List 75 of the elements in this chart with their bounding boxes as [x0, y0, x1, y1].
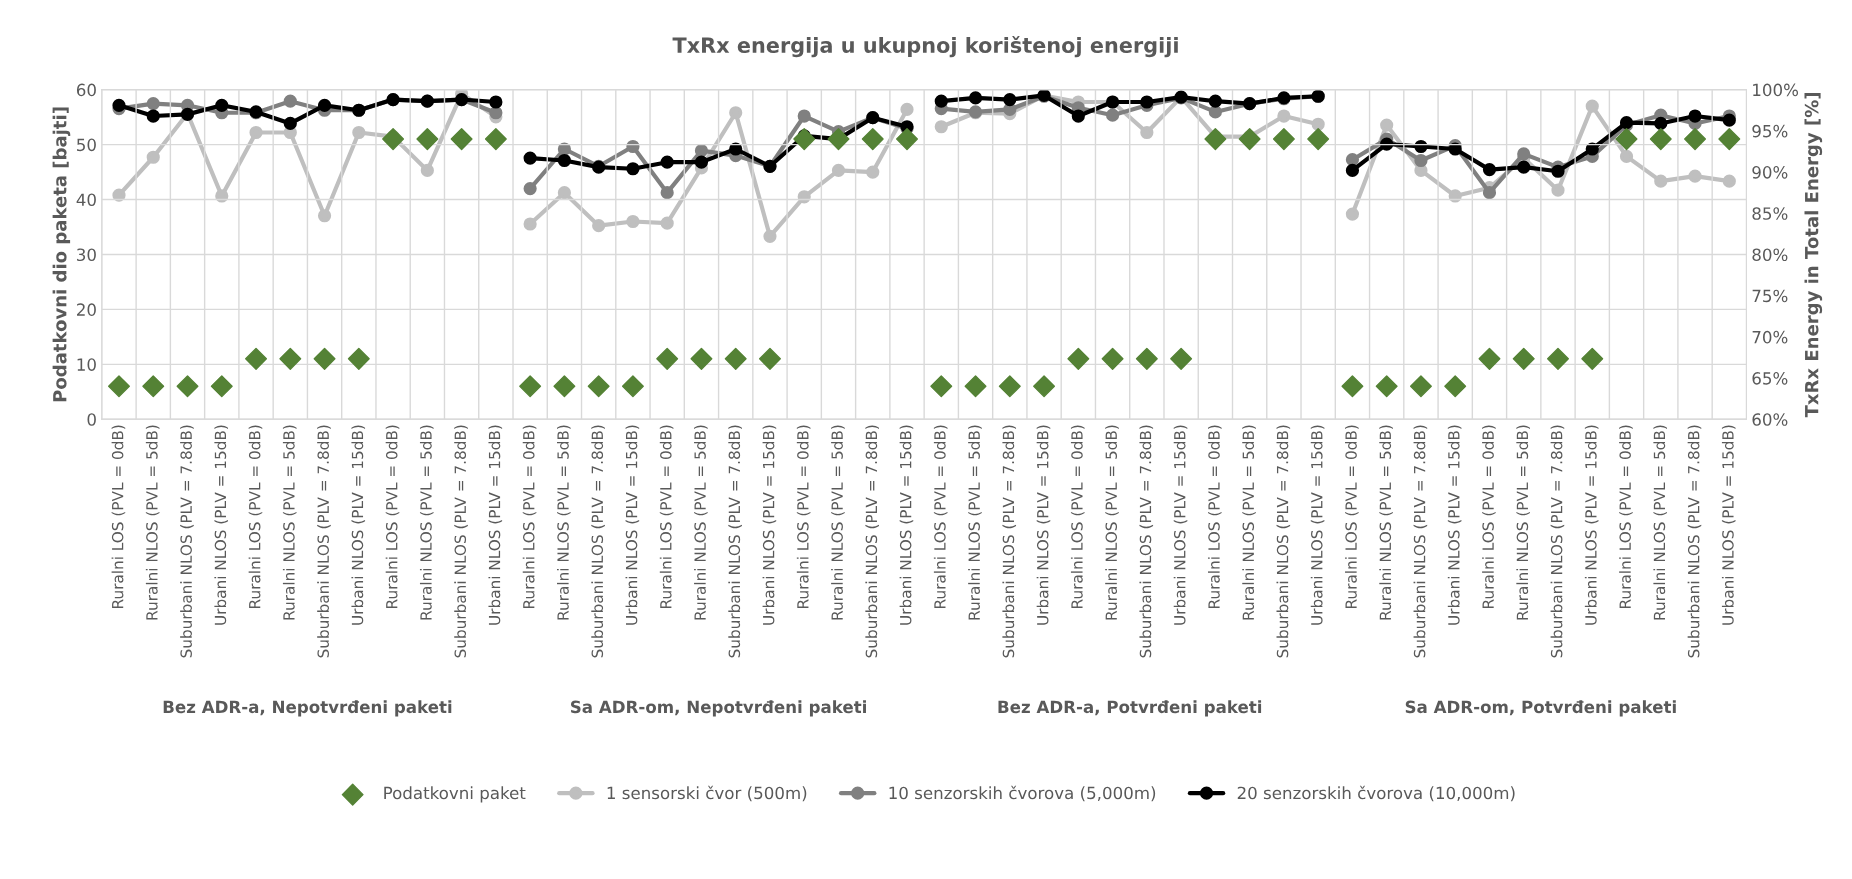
x-tick-label: Ruralni NLOS (PVL = 5dB)	[282, 425, 297, 620]
y-tick-label: 50	[77, 138, 96, 152]
x-tick-label: Ruralni NLOS (PVL = 5dB)	[1516, 425, 1530, 620]
x-tick-label: Urbani NLOS (PLV = 15dB)	[488, 425, 503, 625]
x-tick-label: Ruralni LOS (PVL = 0dB)	[1482, 425, 1496, 608]
x-tick-label: Ruralni NLOS (PVL = 5dB)	[694, 425, 708, 620]
x-tick-label: Suburbani NLOS (PLV = 7.8dB)	[728, 425, 742, 658]
x-tick-label: Ruralni NLOS (PVL = 5dB)	[831, 425, 845, 620]
y-tick-label: 60	[76, 83, 96, 97]
text: Sa ADR-om, Potvrđeni paketi	[1405, 700, 1676, 717]
x-tick-label: Suburbani NLOS (PLV = 7.8dB)	[865, 425, 879, 658]
x-tick-label: Suburbani NLOS (PLV = 7.8dB)	[1276, 425, 1291, 658]
x-tick-label: Suburbani NLOS (PLV = 7.8dB)	[317, 425, 331, 658]
y-tick-label: 40	[76, 193, 96, 207]
x-tick-label: Urbani NLOS (PLV = 15dB)	[899, 425, 914, 625]
y-tick-label: 20	[77, 303, 96, 316]
x-tick-label: Ruralni NLOS (PVL = 5dB)	[1105, 425, 1119, 620]
y-tick-label: 10	[77, 358, 96, 371]
x-tick-label: Suburbani NLOS (PLV = 7.8dB)	[180, 425, 194, 658]
x-tick-label: Ruralni NLOS (PVL = 5dB)	[145, 425, 160, 620]
x-tick-label: Urbani NLOS (PLV = 15dB)	[762, 425, 777, 625]
y-tick-label: 0	[87, 413, 96, 426]
y2-tick-label: 90%	[1752, 166, 1788, 179]
y2-tick-label: 70%	[1752, 330, 1788, 344]
x-tick-label: Suburbani NLOS (PLV = 7.8dB)	[591, 425, 605, 658]
x-tick-label: Urbani NLOS (PLV = 15dB)	[1173, 425, 1188, 625]
x-tick-label: Ruralni LOS (PVL = 0dB)	[522, 425, 537, 608]
x-tick-label: Ruralni LOS (PVL = 0dB)	[659, 425, 674, 608]
y-tick-label: 30	[77, 248, 96, 262]
x-tick-label: Ruralni LOS (PVL = 0dB)	[796, 425, 811, 608]
x-tick-label: Ruralni LOS (PVL = 0dB)	[385, 425, 400, 608]
x-tick-label: Suburbani NLOS (PLV = 7.8dB)	[1002, 425, 1017, 658]
x-tick-label: Urbani NLOS (PLV = 15dB)	[1036, 425, 1051, 625]
x-tick-label: Ruralni LOS (PVL = 0dB)	[111, 425, 126, 608]
text: Bez ADR-a, Nepotvrđeni paketi	[163, 700, 452, 717]
x-tick-label: Urbani NLOS (PLV = 15dB)	[351, 425, 366, 625]
x-tick-label: Urbani NLOS (PLV = 15dB)	[625, 425, 640, 625]
x-tick-label: Suburbani NLOS (PLV = 7.8dB)	[1413, 425, 1428, 658]
y2-axis-title: TxRx Energy in Total Energy [%]	[1804, 93, 1823, 418]
x-tick-label: Ruralni NLOS (PVL = 5dB)	[419, 425, 434, 620]
legend-label: 20 senzorskih čvorova (10,000m)	[1237, 785, 1515, 802]
legend-label: Podatkovni paket	[384, 786, 526, 803]
x-tick-label: Urbani NLOS (PLV = 15dB)	[1584, 425, 1599, 625]
text: Sa ADR-om, Nepotvrđeni paketi	[570, 700, 866, 717]
x-tick-label: Ruralni LOS (PVL = 0dB)	[248, 425, 263, 608]
x-tick-label: Urbani NLOS (PLV = 15dB)	[1447, 425, 1462, 625]
x-tick-label: Suburbani NLOS (PLV = 7.8dB)	[1687, 425, 1702, 658]
x-tick-label: Urbani NLOS (PLV = 15dB)	[1310, 425, 1325, 625]
chart-title: TxRx energija u ukupnoj korištenoj energiji	[672, 36, 1178, 58]
x-tick-label: Ruralni LOS (PVL = 0dB)	[1345, 425, 1359, 608]
x-tick-label: Suburbani NLOS (PLV = 7.8dB)	[1550, 425, 1565, 658]
y2-tick-label: 65%	[1752, 372, 1788, 385]
y2-tick-label: 60%	[1752, 413, 1788, 426]
y2-tick-label: 80%	[1752, 248, 1788, 262]
x-tick-label: Ruralni LOS (PVL = 0dB)	[1070, 425, 1085, 608]
x-tick-label: Suburbani NLOS (PLV = 7.8dB)	[1139, 425, 1154, 658]
y-axis-title: Podatkovni dio paketa [bajti]	[52, 107, 71, 402]
x-tick-label: Ruralni NLOS (PVL = 5dB)	[968, 425, 982, 620]
x-tick-label: Urbani NLOS (PLV = 15dB)	[1721, 425, 1736, 625]
x-tick-label: Suburbani NLOS (PLV = 7.8dB)	[454, 425, 468, 658]
x-tick-label: Ruralni NLOS (PVL = 5dB)	[1242, 425, 1256, 620]
x-tick-label: Ruralni LOS (PVL = 0dB)	[1207, 425, 1222, 608]
legend-label: 10 senzorskih čvorova (5,000m)	[889, 785, 1156, 802]
x-tick-label: Urbani NLOS (PLV = 15dB)	[214, 425, 229, 625]
x-tick-label: Ruralni NLOS (PVL = 5dB)	[557, 425, 571, 620]
y2-tick-label: 85%	[1752, 207, 1788, 220]
y2-tick-label: 95%	[1752, 124, 1788, 138]
x-tick-label: Ruralni LOS (PVL = 0dB)	[933, 425, 948, 608]
x-tick-label: Ruralni NLOS (PVL = 5dB)	[1653, 425, 1668, 620]
text: Bez ADR-a, Potvrđeni paketi	[998, 700, 1262, 717]
y2-tick-label: 100%	[1753, 83, 1799, 97]
y2-tick-label: 75%	[1752, 289, 1788, 303]
legend-label: 1 sensorski čvor (500m)	[607, 785, 807, 802]
x-tick-label: Ruralni NLOS (PVL = 5dB)	[1379, 425, 1393, 620]
x-tick-label: Ruralni LOS (PVL = 0dB)	[1619, 425, 1633, 608]
